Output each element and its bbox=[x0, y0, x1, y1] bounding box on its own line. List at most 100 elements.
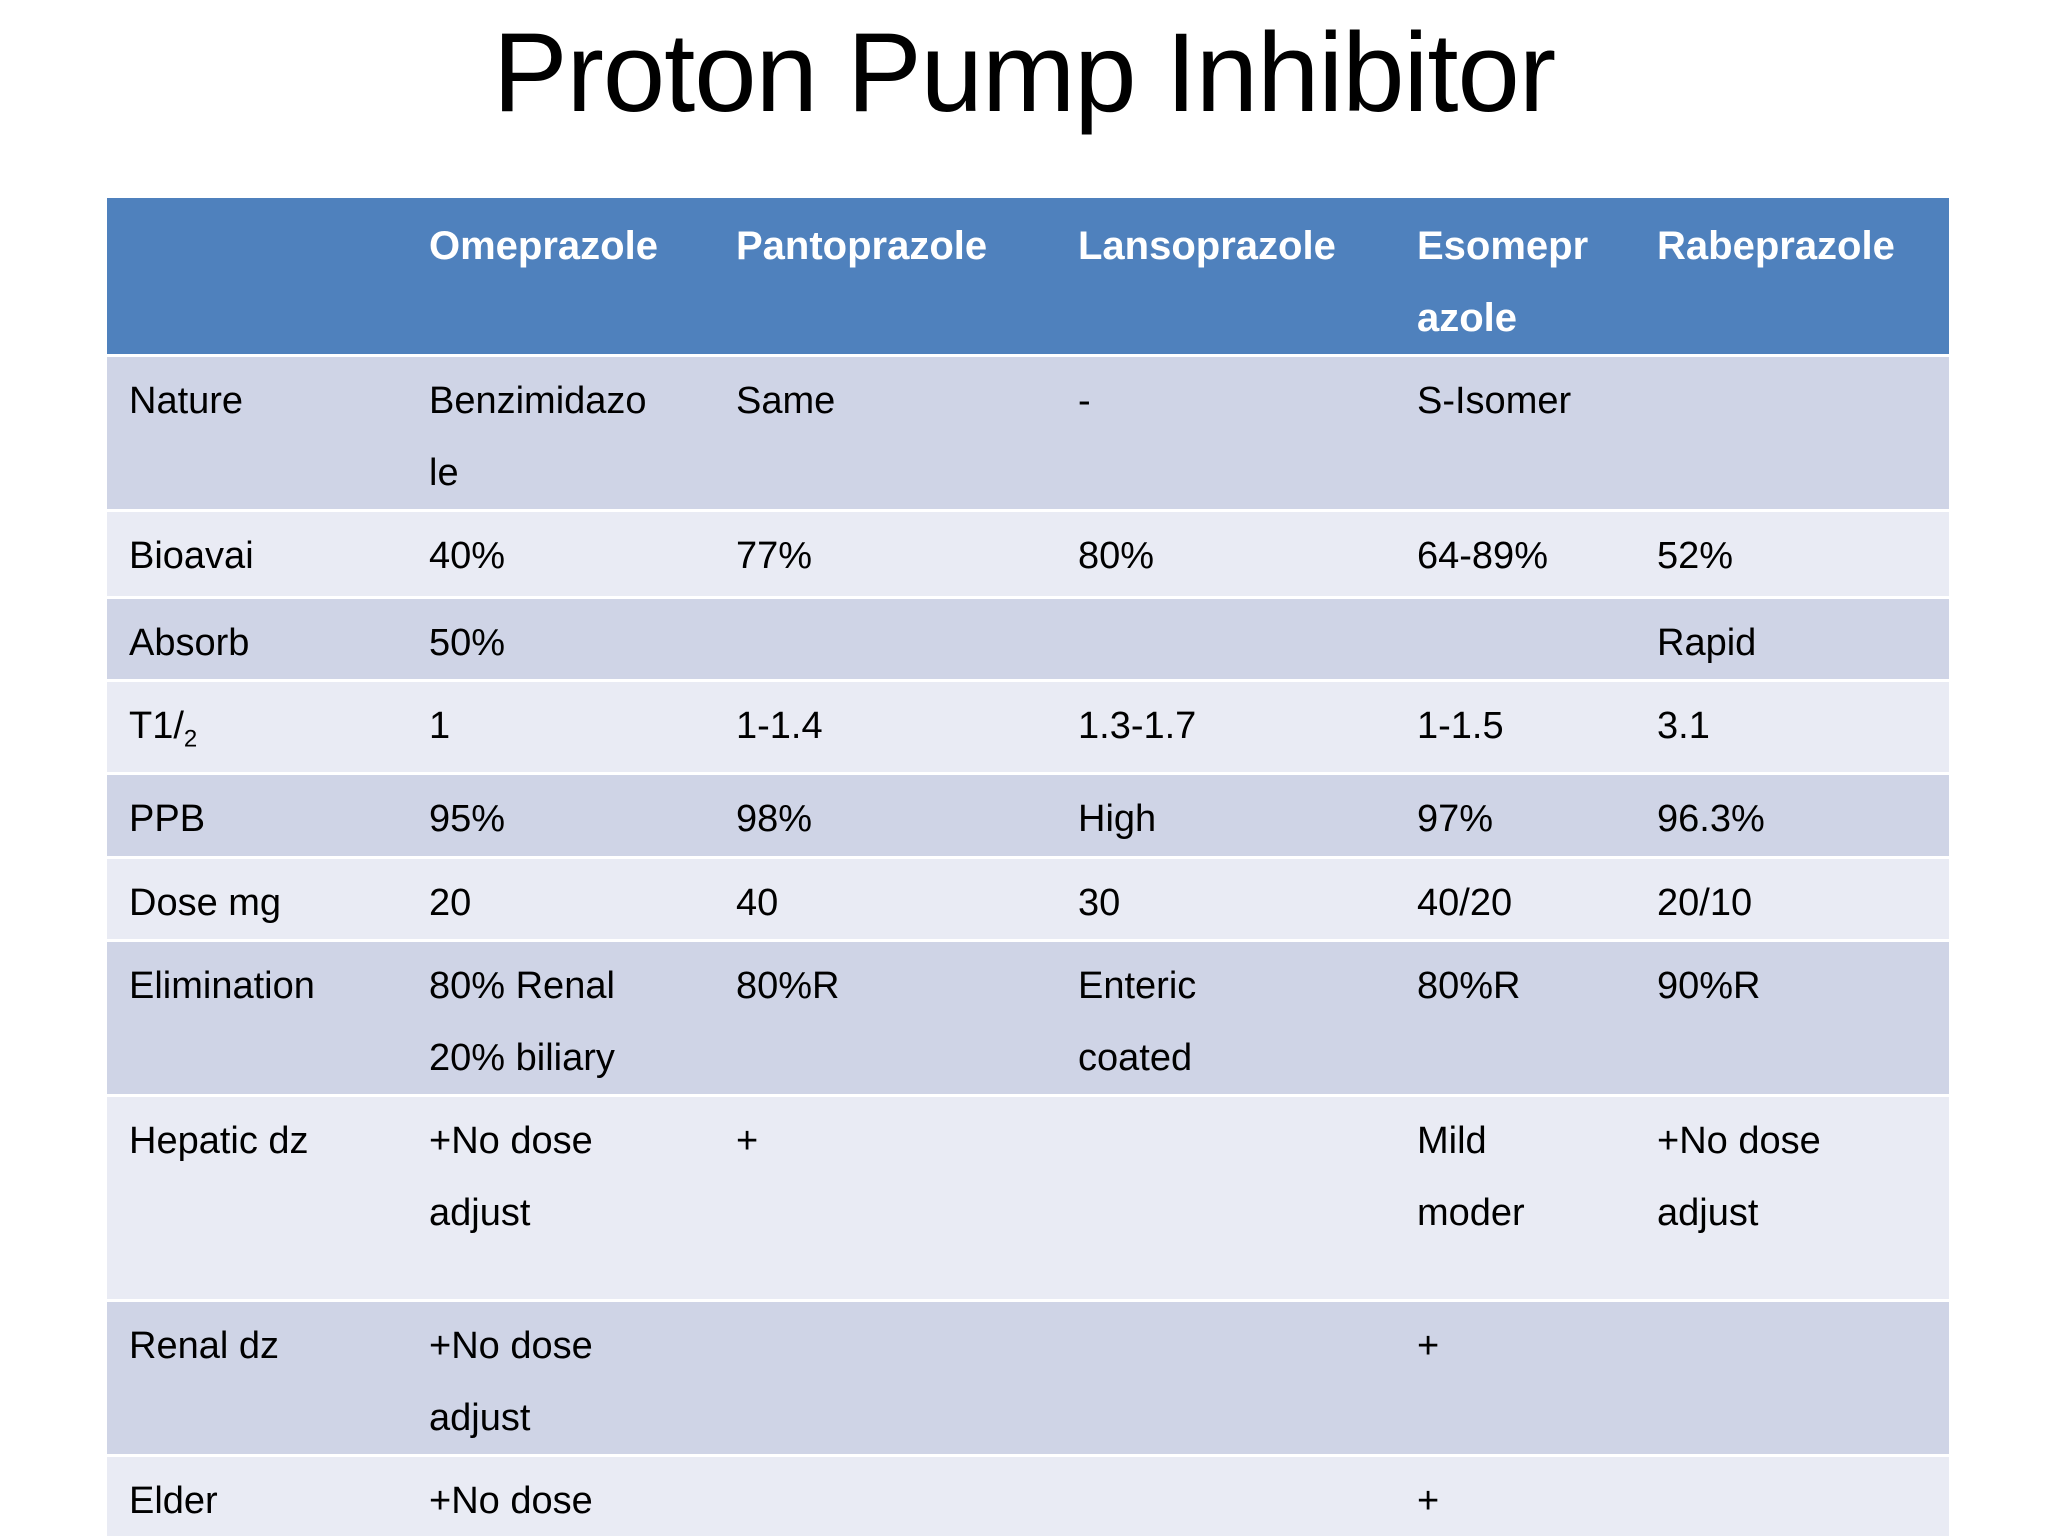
table-cell: 50% bbox=[407, 597, 714, 682]
row-label: Elder bbox=[107, 1455, 407, 1536]
table-cell-text: 30 bbox=[1078, 882, 1121, 924]
slide-title: Proton Pump Inhibitor bbox=[492, 10, 1556, 135]
table-cell: 64-89% bbox=[1395, 510, 1635, 599]
table-cell: Enteric coated bbox=[1056, 940, 1395, 1097]
table-cell: 1.3-1.7 bbox=[1056, 680, 1395, 775]
table-cell-text: 1-1.4 bbox=[736, 705, 823, 747]
table-cell: Mild moder bbox=[1395, 1095, 1635, 1302]
table-cell-text: +No dose adjust bbox=[429, 1325, 593, 1439]
table-cell: 97% bbox=[1395, 773, 1635, 859]
table-cell: 98% bbox=[714, 773, 1056, 859]
row-label-text: Dose mg bbox=[129, 882, 282, 924]
table-cell: +No dose adjust bbox=[407, 1455, 714, 1536]
table-row: T1/2 1 1-1.4 1.3-1.7 1-1.5 3.1 bbox=[107, 680, 1949, 775]
table-cell: 80% Renal 20% biliary bbox=[407, 940, 714, 1097]
table-row: Elder +No dose adjust + bbox=[107, 1455, 1949, 1536]
table-cell-text: 96.3% bbox=[1657, 798, 1765, 840]
table-cell: 80%R bbox=[1395, 940, 1635, 1097]
table-cell-text: 98% bbox=[736, 798, 813, 840]
table-header: Omeprazole Pantoprazole Lansoprazole Esomep… bbox=[107, 198, 1949, 357]
table-cell-text: 40% bbox=[429, 535, 506, 577]
column-header-empty bbox=[107, 198, 407, 357]
table-cell-text: Mild moder bbox=[1417, 1120, 1525, 1234]
table-row: Renal dz +No dose adjust + bbox=[107, 1300, 1949, 1457]
table-cell-text: +No dose adjust bbox=[429, 1480, 593, 1522]
table-row: Dose mg 20 40 30 40/20 20/10 bbox=[107, 857, 1949, 942]
table-cell-text: Same bbox=[736, 380, 836, 422]
table-cell-text: 52% bbox=[1657, 535, 1734, 577]
table-cell: 30 bbox=[1056, 857, 1395, 942]
table-cell-text: S-Isomer bbox=[1417, 380, 1572, 422]
column-header: Rabeprazole bbox=[1635, 198, 1949, 357]
table-cell: High bbox=[1056, 773, 1395, 859]
table-cell-text: + bbox=[1417, 1480, 1440, 1522]
table-cell: S-Isomer bbox=[1395, 355, 1635, 512]
column-header-label: Esomeprazole bbox=[1417, 224, 1589, 340]
table-cell-text: 40/20 bbox=[1417, 882, 1513, 924]
table-cell: 20 bbox=[407, 857, 714, 942]
column-header: Lansoprazole bbox=[1056, 198, 1395, 357]
table-row: Absorb 50% Rapid bbox=[107, 597, 1949, 682]
row-label: Hepatic dz bbox=[107, 1095, 407, 1302]
row-label-text: Hepatic dz bbox=[129, 1120, 309, 1162]
table-cell-text: +No dose adjust bbox=[429, 1120, 593, 1234]
table-cell bbox=[1635, 1455, 1949, 1536]
table-cell-text: 50% bbox=[429, 622, 506, 664]
column-header-label: Omeprazole bbox=[429, 224, 658, 268]
table-cell: Rapid bbox=[1635, 597, 1949, 682]
table-cell bbox=[1395, 597, 1635, 682]
table-cell bbox=[1056, 1455, 1395, 1536]
table-cell: + bbox=[1395, 1455, 1635, 1536]
table-cell: + bbox=[714, 1095, 1056, 1302]
column-header-label: Rabeprazole bbox=[1657, 224, 1895, 268]
table-cell: Benzimidazole bbox=[407, 355, 714, 512]
table-cell-text: - bbox=[1078, 380, 1091, 422]
table-cell: 95% bbox=[407, 773, 714, 859]
table-cell: 77% bbox=[714, 510, 1056, 599]
table-cell: 40% bbox=[407, 510, 714, 599]
table-cell-text: +No dose adjust bbox=[1657, 1120, 1821, 1234]
table-cell bbox=[1056, 1095, 1395, 1302]
row-label: Absorb bbox=[107, 597, 407, 682]
table-cell bbox=[714, 1300, 1056, 1457]
row-label: Elimination bbox=[107, 940, 407, 1097]
table-cell-text: 64-89% bbox=[1417, 535, 1548, 577]
table-row: Bioavai 40% 77% 80% 64-89% 52% bbox=[107, 510, 1949, 599]
table-cell-text: 40 bbox=[736, 882, 779, 924]
row-label: T1/2 bbox=[107, 680, 407, 775]
table-cell bbox=[1056, 1300, 1395, 1457]
table-cell-text: 90%R bbox=[1657, 965, 1761, 1007]
table-cell bbox=[1635, 1300, 1949, 1457]
table-cell: 40 bbox=[714, 857, 1056, 942]
table-cell-text: 77% bbox=[736, 535, 813, 577]
table-cell-text: + bbox=[736, 1120, 759, 1162]
row-label-text: PPB bbox=[129, 798, 206, 840]
table-cell: 20/10 bbox=[1635, 857, 1949, 942]
table-cell-text: 1-1.5 bbox=[1417, 705, 1504, 747]
table-cell-text: 97% bbox=[1417, 798, 1494, 840]
table-cell: 90%R bbox=[1635, 940, 1949, 1097]
row-label: Renal dz bbox=[107, 1300, 407, 1457]
header-row: Omeprazole Pantoprazole Lansoprazole Esomep… bbox=[107, 198, 1949, 357]
table-cell-text: High bbox=[1078, 798, 1157, 840]
table-cell-text: 20 bbox=[429, 882, 472, 924]
table-cell: 52% bbox=[1635, 510, 1949, 599]
column-header-label: Lansoprazole bbox=[1078, 224, 1336, 268]
table-cell-text: 3.1 bbox=[1657, 705, 1710, 747]
table-cell: 1 bbox=[407, 680, 714, 775]
row-label-text: Nature bbox=[129, 380, 244, 422]
table-cell-text: 80%R bbox=[1417, 965, 1521, 1007]
table-cell: + bbox=[1395, 1300, 1635, 1457]
table-cell-text: 80% Renal 20% biliary bbox=[429, 965, 615, 1079]
table-cell-text: Enteric coated bbox=[1078, 965, 1197, 1079]
column-header: Pantoprazole bbox=[714, 198, 1056, 357]
row-label-text: T1/ bbox=[129, 705, 184, 747]
table-cell-text: 80%R bbox=[736, 965, 840, 1007]
table-cell: 80%R bbox=[714, 940, 1056, 1097]
row-label: PPB bbox=[107, 773, 407, 859]
table-cell-text: Benzimidazole bbox=[429, 380, 647, 494]
table-cell: 96.3% bbox=[1635, 773, 1949, 859]
table-row: Nature Benzimidazole Same - S-Isomer bbox=[107, 355, 1949, 512]
row-label-text: Elder bbox=[129, 1480, 218, 1522]
